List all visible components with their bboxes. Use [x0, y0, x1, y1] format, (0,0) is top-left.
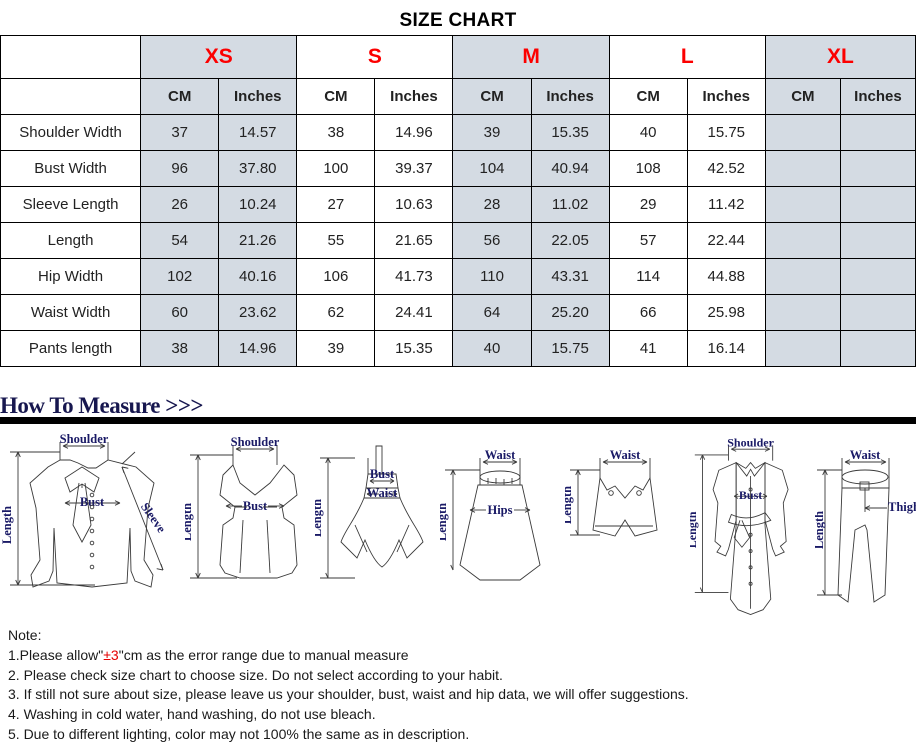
- svg-text:Length: Length: [440, 503, 449, 541]
- svg-text:Length: Length: [0, 506, 14, 544]
- svg-text:Waist: Waist: [485, 448, 516, 462]
- svg-text:Length: Length: [690, 511, 699, 548]
- svg-text:Length: Length: [185, 503, 194, 541]
- svg-text:Bust: Bust: [370, 467, 395, 481]
- svg-text:Shoulder: Shoulder: [60, 432, 109, 446]
- svg-text:Thigh: Thigh: [888, 500, 916, 514]
- svg-text:Waist: Waist: [850, 448, 881, 462]
- svg-text:Length: Length: [315, 499, 324, 537]
- svg-text:Shoulder: Shoulder: [727, 435, 774, 449]
- svg-text:Length: Length: [815, 511, 826, 549]
- svg-text:Length: Length: [565, 486, 574, 524]
- svg-text:Shoulder: Shoulder: [231, 435, 280, 449]
- svg-text:Bust: Bust: [243, 499, 268, 513]
- svg-text:Waist: Waist: [610, 448, 641, 462]
- svg-text:Hips: Hips: [487, 503, 512, 517]
